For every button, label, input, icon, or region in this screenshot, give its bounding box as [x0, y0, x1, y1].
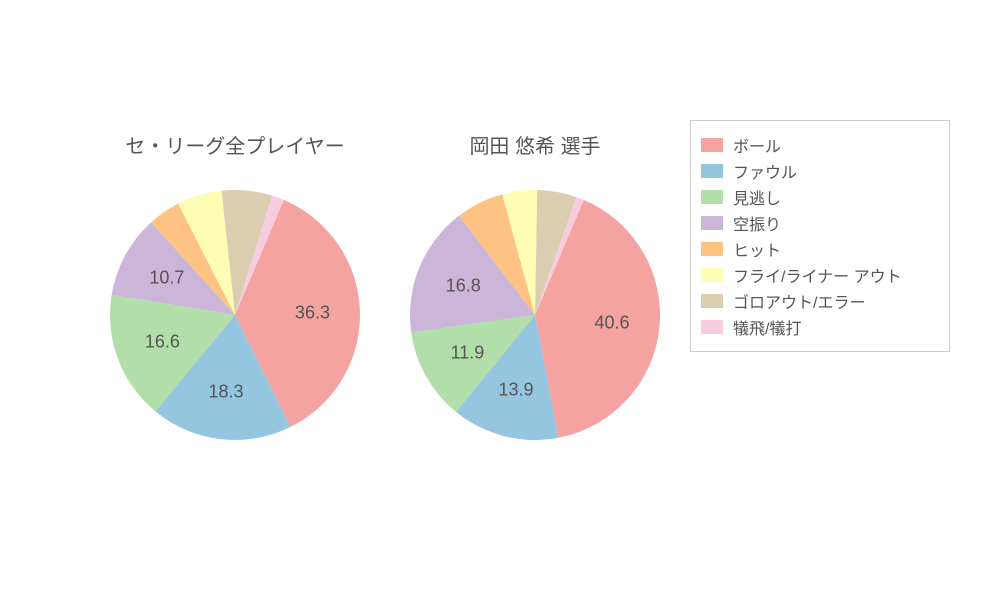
pie-slice-label: 11.9 — [451, 343, 485, 364]
chart-stage: セ・リーグ全プレイヤー 36.3 18.3 16.6 10.7 岡田 悠希 選手 40.6 1… — [0, 0, 1000, 600]
legend-item: 空振り — [701, 211, 935, 235]
pie-slice-label: 40.6 — [595, 313, 630, 334]
legend-label: 見逃し — [733, 185, 781, 209]
chart-title: 岡田 悠希 選手 — [385, 130, 685, 159]
legend-item: ボール — [701, 133, 935, 157]
legend-label: ファウル — [733, 159, 797, 183]
legend-label: フライ/ライナー アウト — [733, 263, 902, 287]
legend-item: 犠飛/犠打 — [701, 315, 935, 339]
legend-label: ボール — [733, 133, 781, 157]
pie-slice-label: 36.3 — [295, 302, 330, 323]
chart-title: セ・リーグ全プレイヤー — [85, 130, 385, 159]
legend-item: ヒット — [701, 237, 935, 261]
pie-slice-label: 18.3 — [209, 381, 244, 402]
legend-swatch — [701, 164, 723, 178]
pie-slice-label: 16.8 — [446, 275, 481, 296]
legend-swatch — [701, 216, 723, 230]
legend-swatch — [701, 294, 723, 308]
legend-item: ゴロアウト/エラー — [701, 289, 935, 313]
legend-item: ファウル — [701, 159, 935, 183]
legend-swatch — [701, 190, 723, 204]
legend-swatch — [701, 320, 723, 334]
legend-label: ゴロアウト/エラー — [733, 289, 865, 313]
legend-item: 見逃し — [701, 185, 935, 209]
legend-swatch — [701, 242, 723, 256]
legend-label: 空振り — [733, 211, 781, 235]
legend-item: フライ/ライナー アウト — [701, 263, 935, 287]
legend-swatch — [701, 138, 723, 152]
pie-slice-label: 13.9 — [498, 380, 533, 401]
pie-slice-label: 10.7 — [149, 267, 184, 288]
legend-label: 犠飛/犠打 — [733, 315, 801, 339]
legend: ボールファウル見逃し空振りヒットフライ/ライナー アウトゴロアウト/エラー犠飛/… — [690, 120, 950, 352]
legend-swatch — [701, 268, 723, 282]
pie-slice-label: 16.6 — [145, 332, 180, 353]
legend-label: ヒット — [733, 237, 781, 261]
